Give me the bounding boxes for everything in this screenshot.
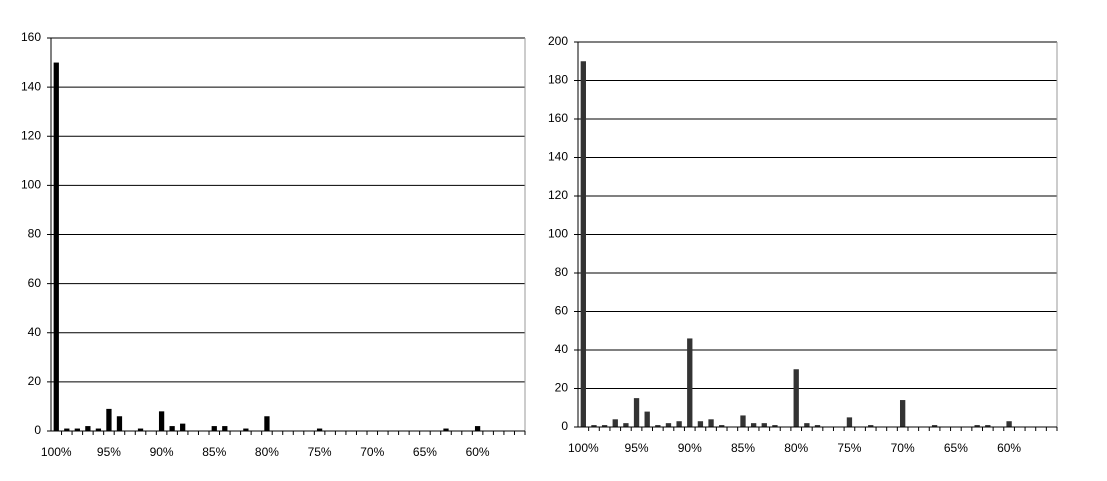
bar xyxy=(95,428,102,431)
y-tick-label: 40 xyxy=(555,342,569,356)
bar xyxy=(633,398,640,427)
x-tick-label: 90% xyxy=(150,445,174,459)
x-tick-label: 95% xyxy=(97,445,121,459)
x-tick-label: 85% xyxy=(202,445,226,459)
y-tick-label: 20 xyxy=(28,374,42,388)
bar xyxy=(846,417,853,427)
bar xyxy=(74,428,80,431)
bar xyxy=(180,423,186,431)
x-tick-label: 70% xyxy=(360,445,384,459)
y-tick-label: 120 xyxy=(21,128,41,142)
x-tick-label: 60% xyxy=(997,441,1021,455)
bar xyxy=(644,411,650,427)
bar xyxy=(316,428,323,431)
bar xyxy=(974,425,980,427)
x-tick-label: 95% xyxy=(625,441,649,455)
bar xyxy=(222,426,228,431)
y-tick-label: 0 xyxy=(34,423,41,437)
bar xyxy=(53,62,59,431)
x-tick-label: 100% xyxy=(41,445,72,459)
bar xyxy=(85,426,91,431)
bar xyxy=(158,411,165,431)
bar xyxy=(264,416,270,431)
y-tick-label: 0 xyxy=(561,419,568,433)
bar xyxy=(106,408,112,431)
bar xyxy=(243,428,249,431)
bar xyxy=(814,425,821,427)
y-tick-label: 100 xyxy=(21,178,41,192)
bar xyxy=(601,425,608,427)
y-tick-label: 120 xyxy=(548,188,568,202)
bar xyxy=(931,425,938,427)
y-tick-label: 140 xyxy=(21,79,41,93)
x-tick-label: 100% xyxy=(568,441,599,455)
bar xyxy=(899,400,906,427)
bar xyxy=(676,421,682,427)
y-tick-label: 160 xyxy=(21,30,41,44)
y-tick-label: 60 xyxy=(555,304,569,318)
x-tick-label: 75% xyxy=(308,445,332,459)
y-tick-label: 140 xyxy=(548,150,568,164)
y-tick-label: 80 xyxy=(555,265,569,279)
y-tick-label: 40 xyxy=(28,325,42,339)
bar xyxy=(116,416,123,431)
y-tick-label: 200 xyxy=(548,34,568,48)
bar xyxy=(1006,421,1012,427)
bar xyxy=(772,425,778,427)
bar xyxy=(169,426,175,431)
bar xyxy=(687,338,693,427)
x-tick-label: 70% xyxy=(891,441,915,455)
bar xyxy=(750,423,757,427)
bar xyxy=(591,425,597,427)
y-tick-label: 160 xyxy=(548,111,568,125)
bar xyxy=(474,426,481,431)
bar xyxy=(793,369,799,427)
x-tick-label: 60% xyxy=(466,445,490,459)
bar xyxy=(719,425,725,427)
y-tick-label: 60 xyxy=(28,276,42,290)
y-tick-label: 80 xyxy=(28,227,42,241)
x-tick-label: 75% xyxy=(837,441,861,455)
bar xyxy=(612,419,618,427)
x-tick-label: 65% xyxy=(413,445,437,459)
bar xyxy=(655,425,661,427)
y-tick-label: 180 xyxy=(548,73,568,87)
bar xyxy=(580,61,586,427)
bar xyxy=(665,423,672,427)
bar xyxy=(211,426,217,431)
x-tick-label: 85% xyxy=(731,441,755,455)
bar xyxy=(137,428,144,431)
bar xyxy=(443,428,449,431)
x-tick-label: 90% xyxy=(678,441,702,455)
y-tick-label: 100 xyxy=(548,227,568,241)
bar xyxy=(868,425,874,427)
bar xyxy=(985,425,991,427)
bar xyxy=(708,419,714,427)
x-tick-label: 80% xyxy=(784,441,808,455)
bar xyxy=(804,423,810,427)
bar xyxy=(740,415,746,427)
x-tick-label: 80% xyxy=(255,445,279,459)
bar xyxy=(761,423,767,427)
x-tick-label: 65% xyxy=(944,441,968,455)
bar xyxy=(64,428,70,431)
y-tick-label: 20 xyxy=(555,381,569,395)
bar xyxy=(623,423,629,427)
bar xyxy=(697,421,704,427)
